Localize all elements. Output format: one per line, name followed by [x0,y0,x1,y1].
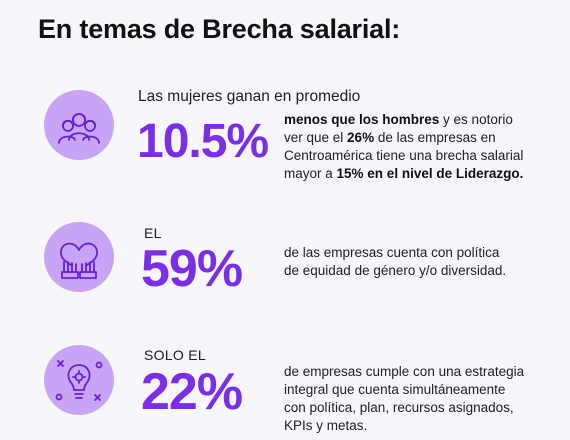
stat-description: menos que los hombres y es notorio ver q… [284,111,524,183]
desc-line: de las empresas cuenta con política [284,245,500,260]
lightbulb-gear-icon [44,345,114,415]
stat-description: de las empresas cuenta con política de e… [284,244,544,280]
body-text: de las empresas en Centroamérica tiene u… [284,130,524,181]
stat-lead: Las mujeres ganan en promedio [138,88,361,105]
highlight-text: menos que los hombres [284,112,440,127]
body-text: y es notorio ver que el [284,112,513,145]
desc-line: KPIs y metas. [284,418,368,433]
desc-line: de empresas cumple con una estrategia [284,364,525,379]
stat-value: 22% [141,363,243,421]
desc-line: con política, plan, recursos asignados, [284,400,514,415]
highlight-text: 26% [347,130,375,145]
women-group-icon [44,90,114,160]
hands-heart-icon [44,222,114,292]
stat-value: 10.5% [137,115,269,168]
stat-lead: EL [144,225,162,241]
desc-line: integral que cuenta simultáneamente [284,382,506,397]
page-title: En temas de Brecha salarial: [38,14,401,44]
stat-description: de empresas cumple con una estrategia in… [284,363,554,435]
desc-line: de equidad de género y/o diversidad. [284,263,507,278]
stat-value: 59% [141,240,243,298]
stat-lead: SOLO EL [144,347,207,363]
highlight-text: 15% en el nivel de Liderazgo. [336,166,524,181]
